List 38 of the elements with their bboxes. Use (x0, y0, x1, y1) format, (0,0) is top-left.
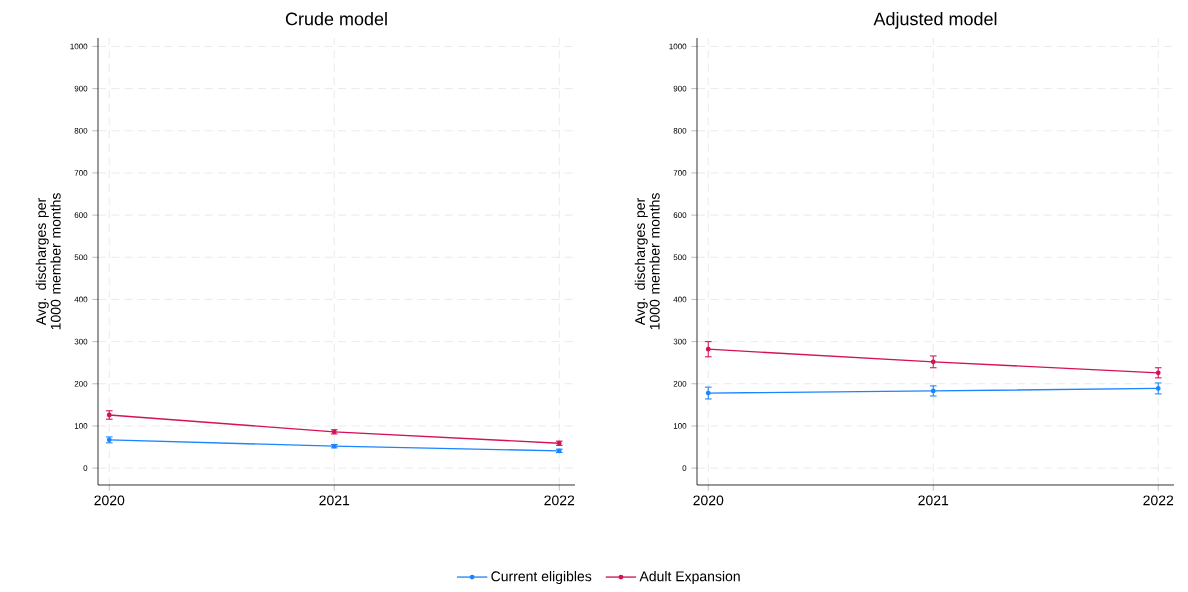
x-tick-label: 2020 (94, 495, 125, 506)
y-tick-label: 1000 (70, 43, 88, 50)
chart-title: Adjusted model (873, 12, 997, 29)
y-tick-label: 200 (673, 380, 687, 387)
x-tick-label: 2022 (544, 495, 575, 506)
legend-label: Current eligibles (491, 571, 592, 585)
y-tick-label: 900 (74, 85, 88, 92)
y-axis-title: Avg. discharges per 1000 member months (634, 193, 660, 330)
y-tick-label: 700 (74, 170, 88, 176)
x-tick-label: 2021 (918, 495, 949, 506)
y-tick-label: 700 (673, 170, 687, 176)
x-tick-label: 2022 (1143, 495, 1174, 506)
y-tick-label: 0 (682, 465, 687, 471)
y-tick-label: 600 (74, 212, 88, 218)
y-tick-label: 500 (74, 254, 88, 261)
y-tick-label: 100 (74, 423, 88, 429)
x-tick-label: 2020 (693, 495, 724, 506)
y-tick-label: 0 (83, 465, 88, 471)
y-tick-label: 500 (673, 254, 687, 261)
point (1155, 386, 1161, 391)
y-axis-title: Avg. discharges per 1000 member months (35, 193, 61, 330)
x-tick-label: 2021 (319, 495, 350, 506)
y-tick-label: 400 (673, 296, 687, 303)
point (930, 359, 936, 365)
y-tick-label: 100 (673, 423, 687, 429)
y-tick-label: 1000 (669, 43, 687, 50)
point (705, 346, 711, 352)
chart-title: Crude model (285, 12, 387, 26)
legend-label: Adult Expansion (639, 571, 740, 585)
point (705, 390, 711, 396)
y-tick-label: 600 (673, 212, 687, 218)
y-tick-label: 400 (74, 296, 88, 303)
y-tick-label: 200 (74, 380, 88, 387)
y-tick-label: 300 (673, 338, 687, 345)
y-tick-label: 800 (74, 127, 88, 134)
y-tick-label: 900 (673, 85, 687, 92)
y-tick-label: 800 (673, 127, 687, 134)
y-tick-label: 300 (74, 338, 88, 345)
